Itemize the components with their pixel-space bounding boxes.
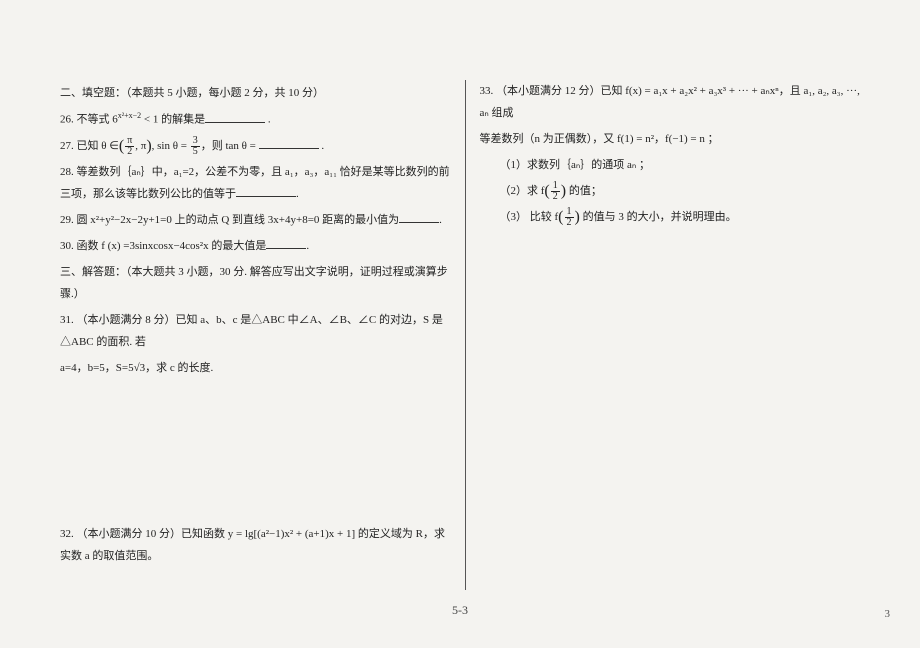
section-3-heading: 三、解答题：（本大题共 3 小题，30 分. 解答应写出文字说明，证明过程或演算… [60,261,451,305]
question-31: 31. （本小题满分 8 分）已知 a、b、c 是△ABC 中∠A、∠B、∠C … [60,309,451,353]
right-column: 33. （本小题满分 12 分）已知 f(x) = a₁x + a₂x² + a… [466,80,871,600]
q26-exponent: x²+x−2 [118,111,141,120]
paren-open: ( [544,182,549,199]
q29-text: 29. 圆 x²+y²−2x−2y+1=0 上的动点 Q 到直线 3x+4y+8… [60,214,399,226]
question-26: 26. 不等式 6x²+x−2 < 1 的解集是 . [60,108,451,131]
q32-text: 32. （本小题满分 10 分）已知函数 y = lg[(a²−1)x² + (… [60,528,445,562]
q27-text-c: , sin θ = [152,140,190,152]
q31-text-a: 31. （本小题满分 8 分）已知 a、b、c 是△ABC 中∠A、∠B、∠C … [60,314,443,348]
blank-line [205,111,265,123]
blank-line [266,237,306,249]
question-28: 28. 等差数列｛aₙ｝中，a₁=2，公差不为零，且 a₁，a₃，a₁₁ 恰好是… [60,161,451,205]
question-29: 29. 圆 x²+y²−2x−2y+1=0 上的动点 Q 到直线 3x+4y+8… [60,209,451,231]
question-33-part3: （3） 比较 f(12) 的值与 3 的大小，并说明理由。 [480,206,871,228]
blank-line [399,211,439,223]
question-33-part1: （1）求数列｛aₙ｝的通项 aₙ ； [480,154,871,176]
q33-2-text-b: 的值； [566,185,602,197]
q27-text-d: ，则 tan θ = [201,140,256,152]
page-number: 5-3 [452,603,468,618]
corner-page-number: 3 [885,608,891,620]
question-32: 32. （本小题满分 10 分）已知函数 y = lg[(a²−1)x² + (… [60,523,451,567]
fraction-1-2: 12 [565,207,574,228]
question-27: 27. 已知 θ ∈(π2, π), sin θ = 35，则 tan θ = … [60,135,451,157]
q26-text-post: < 1 的解集是 [141,114,205,126]
q33-text-b: 等差数列（n 为正偶数），又 f(1) = n²，f(−1) = n ； [480,133,719,145]
question-30: 30. 函数 f (x) =3sinxcosx−4cos²x 的最大值是. [60,235,451,257]
q33-text-a: 33. （本小题满分 12 分）已知 f(x) = a₁x + a₂x² + a… [480,85,860,119]
q33-1-text: （1）求数列｛aₙ｝的通项 aₙ ； [500,159,651,171]
section-2-heading: 二、填空题：（本题共 5 小题，每小题 2 分，共 10 分） [60,82,451,104]
paren-open: ( [558,208,563,225]
left-column: 二、填空题：（本题共 5 小题，每小题 2 分，共 10 分） 26. 不等式 … [60,80,465,600]
fraction-pi-2: π2 [125,136,134,157]
question-33-line2: 等差数列（n 为正偶数），又 f(1) = n²，f(−1) = n ； [480,128,871,150]
blank-line [236,185,296,197]
fraction-3-5: 35 [191,136,200,157]
q33-3-text-a: （3） 比较 f [500,211,559,223]
question-33-part2: （2）求 f(12) 的值； [480,180,871,202]
q26-text-pre: 26. 不等式 6 [60,114,118,126]
question-31-line2: a=4，b=5，S=5√3，求 c 的长度. [60,357,451,379]
workspace-gap [60,383,451,523]
q27-text-a: 27. 已知 θ ∈ [60,140,119,152]
q30-text: 30. 函数 f (x) =3sinxcosx−4cos²x 的最大值是 [60,240,266,252]
fraction-1-2: 12 [551,181,560,202]
paren-open: ( [119,137,124,154]
q33-3-text-b: 的值与 3 的大小，并说明理由。 [580,211,737,223]
q33-2-text-a: （2）求 f [500,185,545,197]
question-33-line1: 33. （本小题满分 12 分）已知 f(x) = a₁x + a₂x² + a… [480,80,871,124]
q27-text-b: , π [135,140,146,152]
blank-line [259,137,319,149]
q31-text-b: a=4，b=5，S=5√3，求 c 的长度. [60,362,213,374]
